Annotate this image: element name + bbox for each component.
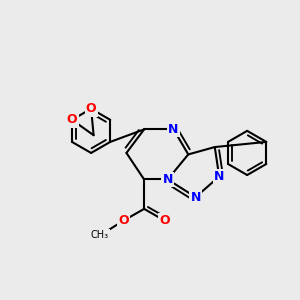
Text: O: O bbox=[67, 113, 77, 126]
Text: O: O bbox=[159, 214, 170, 227]
Text: N: N bbox=[190, 190, 201, 204]
Text: O: O bbox=[118, 214, 129, 227]
Text: CH₃: CH₃ bbox=[91, 230, 109, 240]
Text: N: N bbox=[214, 170, 224, 183]
Text: O: O bbox=[86, 102, 96, 115]
Text: N: N bbox=[163, 173, 173, 186]
Text: N: N bbox=[168, 123, 179, 136]
